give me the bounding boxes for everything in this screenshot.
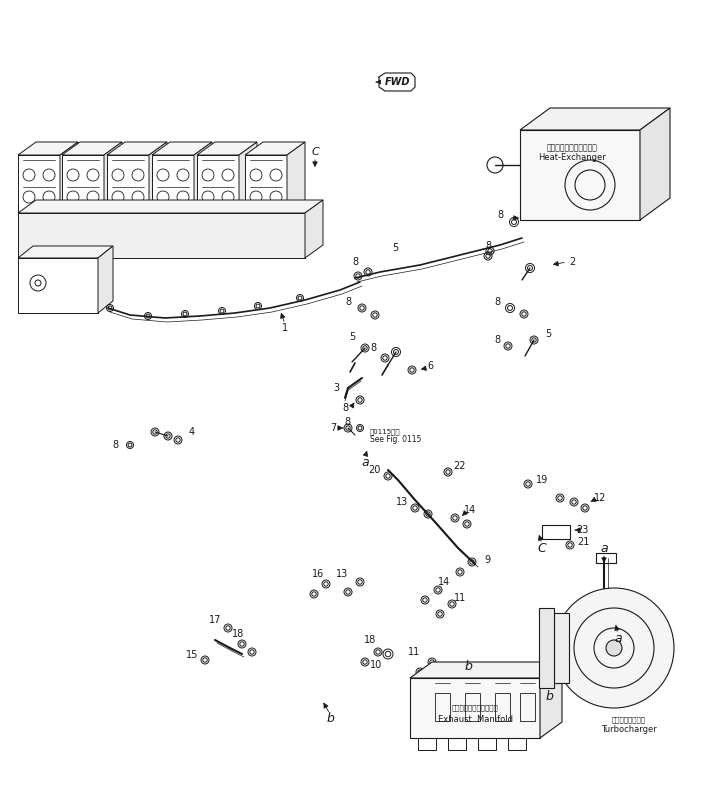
Text: 9: 9 <box>484 555 490 565</box>
Bar <box>508 738 526 750</box>
Text: 15: 15 <box>186 650 198 660</box>
Polygon shape <box>640 108 670 220</box>
Circle shape <box>554 588 674 708</box>
Text: 8: 8 <box>370 343 376 353</box>
Text: 3: 3 <box>333 383 339 393</box>
Text: FWD: FWD <box>386 77 411 87</box>
Text: 図0115参照: 図0115参照 <box>370 428 401 435</box>
Polygon shape <box>152 155 194 213</box>
Text: 11: 11 <box>408 647 420 657</box>
Circle shape <box>606 640 622 656</box>
Text: 10: 10 <box>370 660 382 670</box>
Text: 16: 16 <box>312 569 324 579</box>
Text: 19: 19 <box>536 475 548 485</box>
Polygon shape <box>520 108 670 130</box>
Polygon shape <box>18 200 323 213</box>
Text: 8: 8 <box>342 403 348 413</box>
Text: 4: 4 <box>189 427 195 437</box>
Polygon shape <box>194 142 212 213</box>
Text: 8: 8 <box>344 417 350 427</box>
Text: 17: 17 <box>209 615 221 625</box>
Polygon shape <box>149 142 167 213</box>
Polygon shape <box>18 258 98 313</box>
Text: 8: 8 <box>112 440 118 450</box>
Text: 14: 14 <box>464 505 476 515</box>
Text: エキゾーストマニホルド: エキゾーストマニホルド <box>452 705 498 711</box>
Polygon shape <box>197 155 239 213</box>
Text: 5: 5 <box>392 243 398 253</box>
Text: 7: 7 <box>330 423 336 433</box>
Text: Exhaust  Manifold: Exhaust Manifold <box>438 715 513 725</box>
Polygon shape <box>62 155 104 213</box>
Text: 23: 23 <box>576 525 588 535</box>
Text: 12: 12 <box>594 493 606 503</box>
Text: a: a <box>362 456 369 468</box>
Bar <box>520 693 535 721</box>
Polygon shape <box>245 155 287 213</box>
Text: 22: 22 <box>454 461 466 471</box>
Polygon shape <box>197 142 257 155</box>
Polygon shape <box>18 155 60 213</box>
Text: 8: 8 <box>497 210 503 220</box>
Text: 8: 8 <box>352 257 358 267</box>
Text: Heat-Exchanger: Heat-Exchanger <box>538 153 606 163</box>
Text: Turbocharger: Turbocharger <box>601 725 657 734</box>
Text: a: a <box>614 631 621 645</box>
Polygon shape <box>305 200 323 258</box>
Polygon shape <box>245 142 305 155</box>
Text: ターボチャージャ: ターボチャージャ <box>612 717 646 723</box>
Bar <box>418 738 436 750</box>
Polygon shape <box>554 613 569 683</box>
Text: 1: 1 <box>282 323 288 333</box>
Polygon shape <box>152 142 212 155</box>
Bar <box>495 693 510 721</box>
Text: 8: 8 <box>485 241 491 251</box>
Text: 13: 13 <box>396 497 408 507</box>
Text: 18: 18 <box>232 629 244 639</box>
Text: 2: 2 <box>569 257 575 267</box>
Polygon shape <box>239 142 257 213</box>
Text: b: b <box>464 659 472 673</box>
Text: See Fig. 0115: See Fig. 0115 <box>370 435 421 445</box>
Polygon shape <box>520 130 640 220</box>
Text: 13: 13 <box>336 569 348 579</box>
Bar <box>596 553 616 563</box>
Polygon shape <box>62 142 122 155</box>
Polygon shape <box>98 246 113 313</box>
Text: 8: 8 <box>494 297 500 307</box>
Text: C: C <box>311 147 319 157</box>
Text: 8: 8 <box>494 335 500 345</box>
Text: 11: 11 <box>454 593 466 603</box>
Bar <box>465 693 480 721</box>
Polygon shape <box>287 142 305 213</box>
Text: 8: 8 <box>345 297 351 307</box>
Polygon shape <box>540 662 562 738</box>
Text: a: a <box>600 542 608 554</box>
Polygon shape <box>18 142 78 155</box>
Polygon shape <box>18 246 113 258</box>
Text: 6: 6 <box>427 361 433 371</box>
Text: b: b <box>545 689 553 703</box>
Text: 5: 5 <box>349 332 355 342</box>
Polygon shape <box>410 678 540 738</box>
Bar <box>539 608 554 688</box>
Bar <box>448 738 466 750</box>
Polygon shape <box>18 213 305 258</box>
Polygon shape <box>60 142 78 213</box>
Polygon shape <box>104 142 122 213</box>
Text: 5: 5 <box>545 329 551 339</box>
Bar <box>435 693 450 721</box>
Bar <box>478 738 496 750</box>
Text: 18: 18 <box>364 635 376 645</box>
Polygon shape <box>107 155 149 213</box>
Text: 21: 21 <box>577 537 590 547</box>
Text: 14: 14 <box>438 577 450 587</box>
Polygon shape <box>410 662 562 678</box>
Polygon shape <box>107 142 167 155</box>
Text: 20: 20 <box>368 465 380 475</box>
Text: ヒートエクスチェンジャ: ヒートエクスチェンジャ <box>547 144 597 152</box>
Text: b: b <box>326 711 334 725</box>
Text: C: C <box>538 542 547 554</box>
Bar <box>542 525 570 539</box>
